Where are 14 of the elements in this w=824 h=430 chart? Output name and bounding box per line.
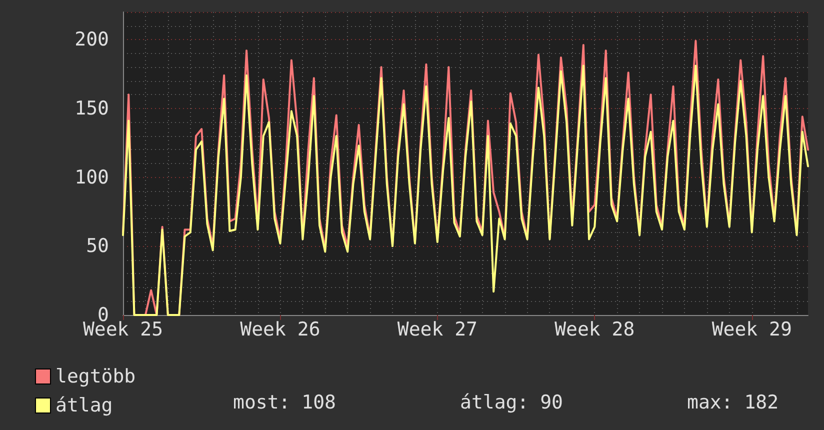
y-tick-label: 150: [74, 97, 109, 120]
x-tick-label: Week 26: [240, 318, 320, 340]
x-tick-label: Week 28: [554, 318, 635, 340]
legend-label: átlag: [56, 394, 113, 416]
y-tick-label: 200: [74, 28, 109, 51]
y-tick-label: 100: [74, 166, 109, 188]
x-tick-label: Week 29: [712, 318, 792, 340]
text: átlag: 90: [460, 392, 563, 414]
y-tick-label: 0: [98, 304, 109, 326]
text: max: 182: [687, 392, 779, 414]
y-tick-label: 50: [86, 235, 109, 258]
x-tick-label: Week 27: [397, 318, 478, 340]
text: most: 108: [233, 392, 336, 414]
legend-label: legtöbb: [56, 366, 136, 388]
